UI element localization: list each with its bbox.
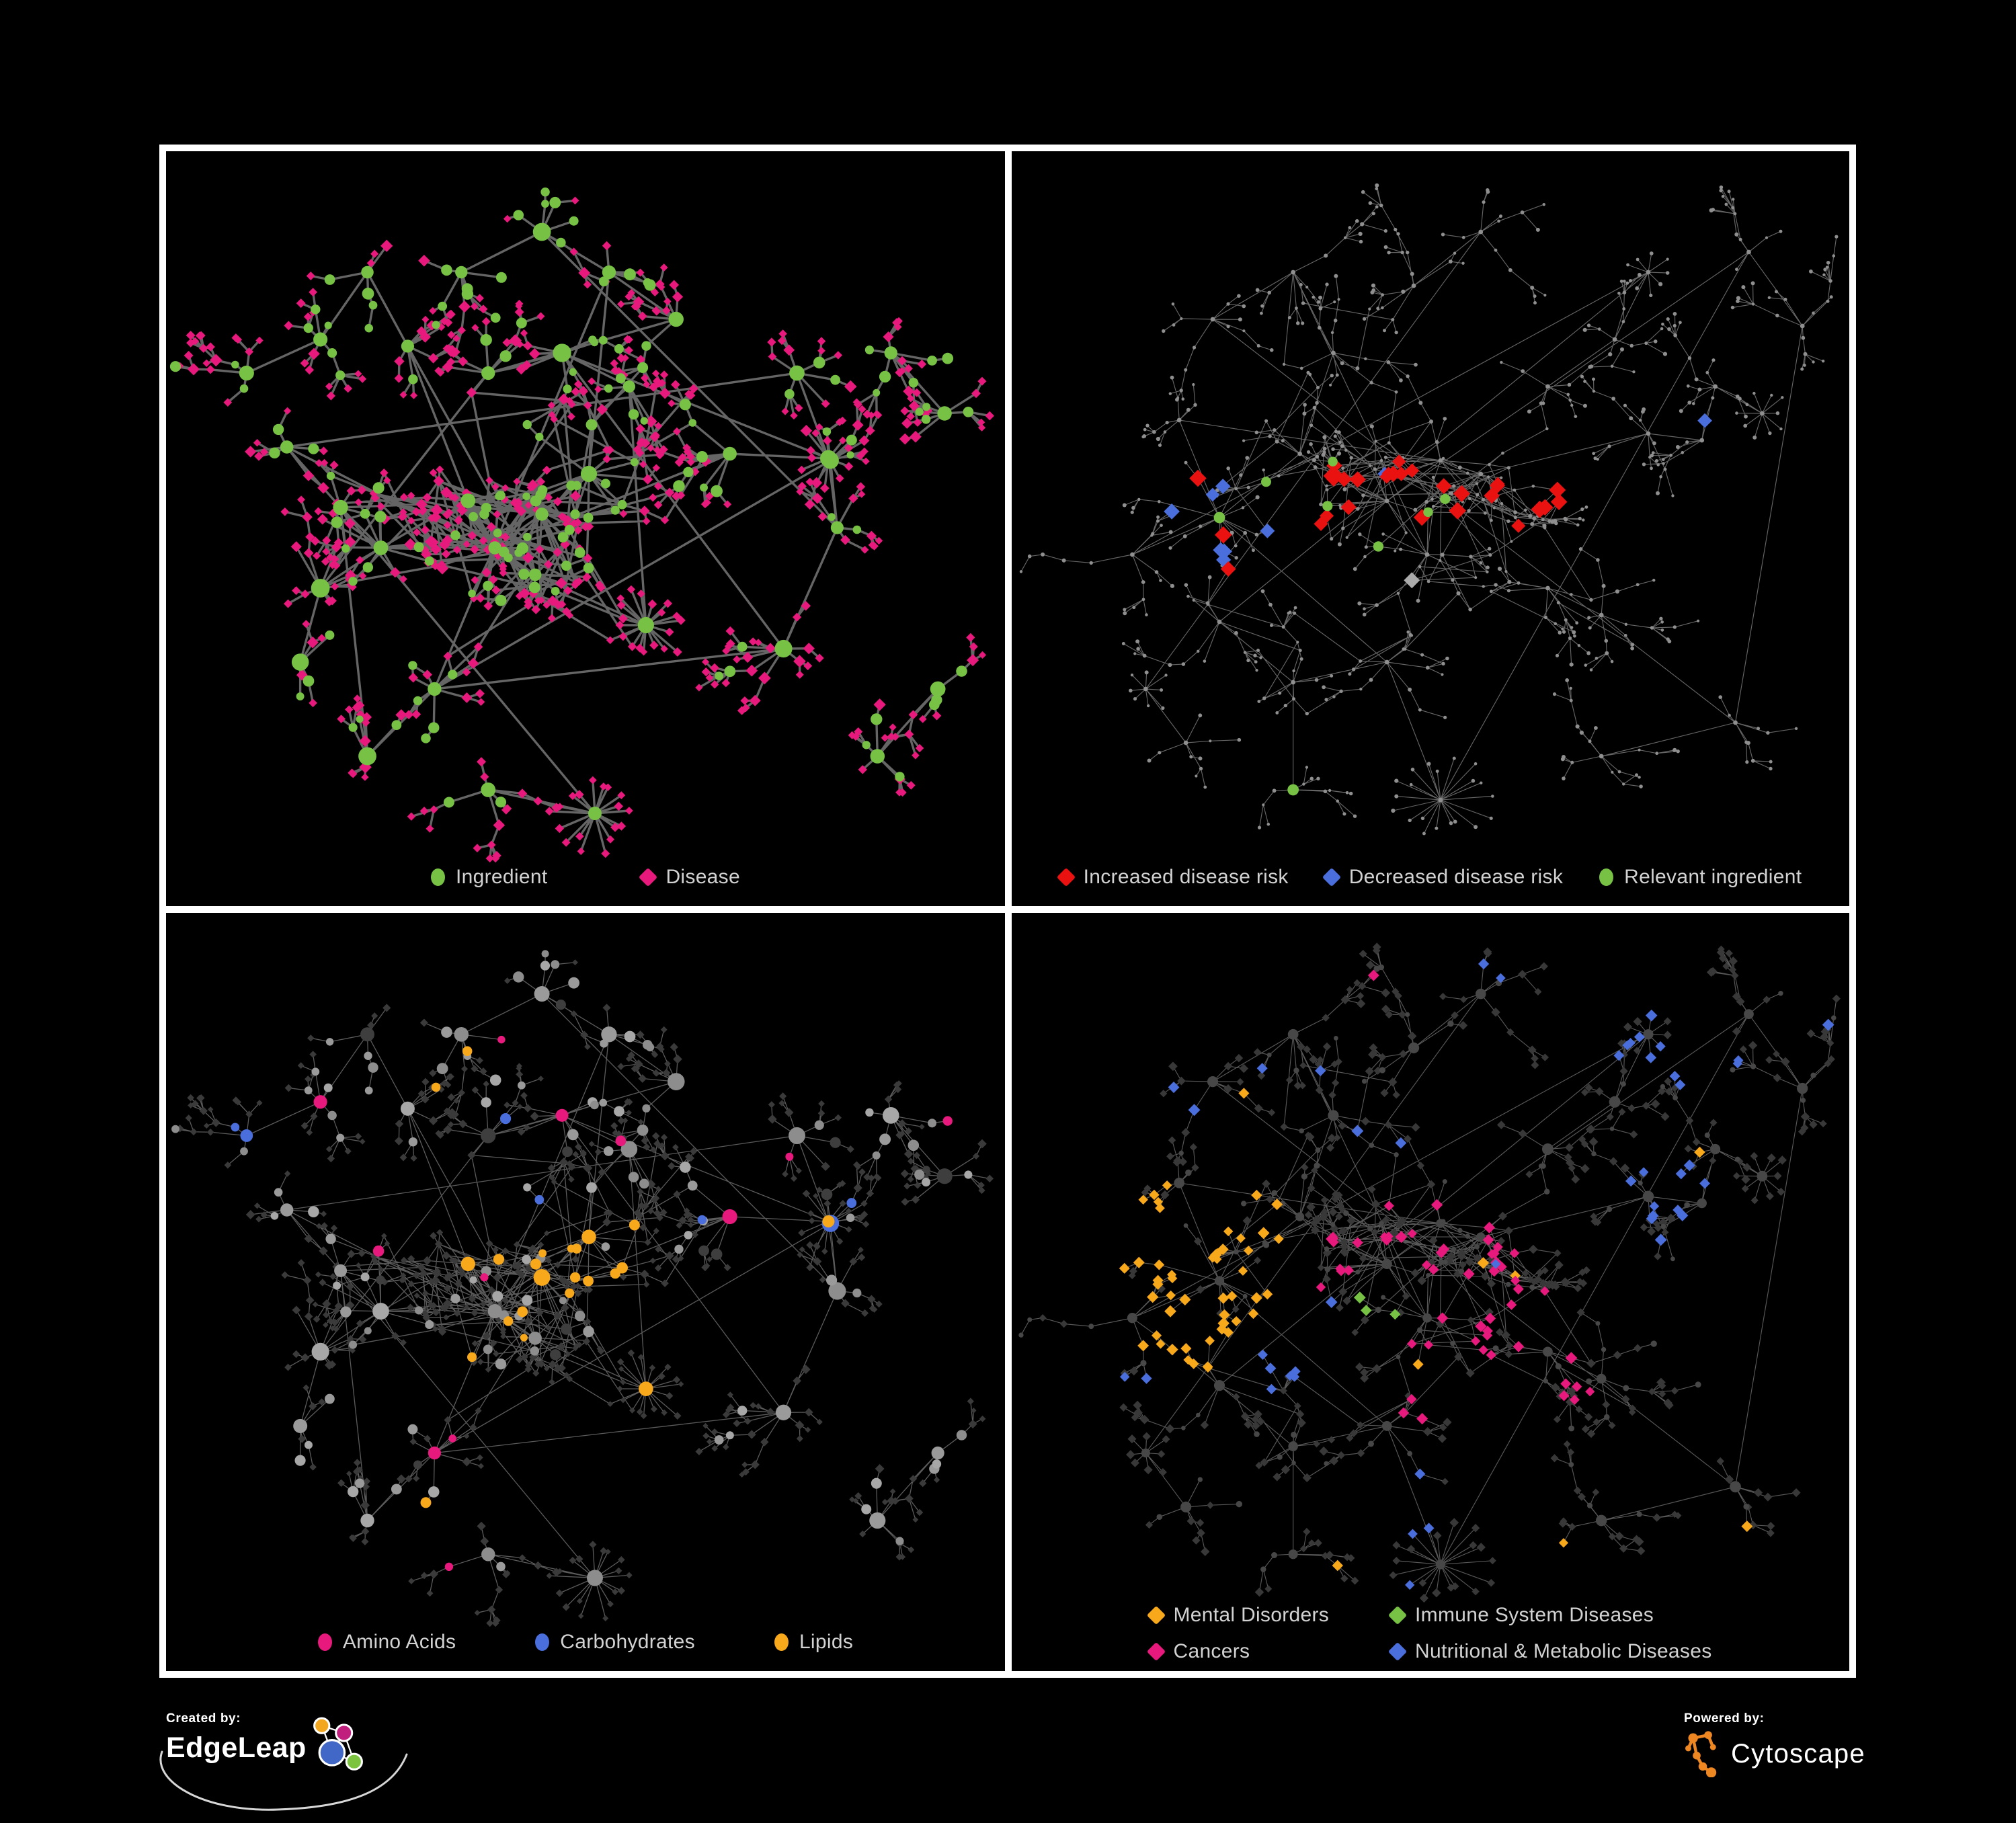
ingredient-disease-legend: Ingredient Disease <box>166 866 1005 889</box>
legend-item-relevant-ingredient: Relevant ingredient <box>1599 866 1802 889</box>
legend-item-amino-acids: Amino Acids <box>317 1631 456 1654</box>
panel-ingredient-disease: Ingredient Disease <box>166 151 1005 906</box>
legend-item-cancers: Cancers <box>1146 1640 1330 1663</box>
ingredient-disease-network-graph <box>169 187 995 863</box>
legend-item-ingredient: Ingredient <box>431 866 547 889</box>
circle-marker-icon <box>774 1633 789 1651</box>
disease-class-network-graph <box>1018 942 1841 1603</box>
circle-marker-icon <box>535 1633 550 1651</box>
nutrient-class-legend: Amino Acids Carbohydrates Lipids <box>166 1631 1005 1654</box>
legend-item-decreased-disease-risk: Decreased disease risk <box>1322 866 1564 889</box>
legend-item-increased-disease-risk: Increased disease risk <box>1056 866 1289 889</box>
cytoscape-logo-text: Cytoscape <box>1731 1738 1865 1769</box>
diamond-marker-icon <box>1387 1642 1408 1662</box>
panel-grid: Ingredient Disease Increased disease risk… <box>159 145 1856 1678</box>
diamond-marker-icon <box>1146 1605 1166 1625</box>
legend-item-disease: Disease <box>639 866 740 889</box>
footer: Created by: EdgeLeap <box>0 1678 2016 1820</box>
legend-item-lipids: Lipids <box>774 1631 853 1654</box>
legend-label: Immune System Diseases <box>1415 1604 1654 1626</box>
circle-marker-icon <box>1599 868 1614 886</box>
cytoscape-logo-icon <box>1685 1731 1717 1777</box>
panel-nutrient-classes: Amino Acids Carbohydrates Lipids <box>166 913 1005 1671</box>
panel-disease-classes: Mental Disorders Immune System Diseases Ca… <box>1012 913 1849 1671</box>
legend-label: Disease <box>666 866 740 888</box>
edgeleap-brand-row: EdgeLeap <box>166 1717 489 1783</box>
disease-risk-legend: Increased disease risk Decreased disease … <box>1012 866 1849 889</box>
legend-label: Carbohydrates <box>560 1631 695 1653</box>
cytoscape-brand-row: Cytoscape <box>1684 1730 1865 1777</box>
created-by-label: Created by: <box>166 1711 241 1726</box>
disease-risk-network-graph <box>1019 183 1839 836</box>
legend-label: Nutritional & Metabolic Diseases <box>1415 1640 1712 1662</box>
legend-label: Lipids <box>799 1631 854 1653</box>
diamond-marker-icon <box>639 867 658 887</box>
legend-label: Decreased disease risk <box>1348 866 1564 888</box>
panel-disease-risk: Increased disease risk Decreased disease … <box>1012 151 1849 906</box>
disease-class-legend: Mental Disorders Immune System Diseases Ca… <box>1012 1604 1849 1663</box>
circle-marker-icon <box>431 868 446 886</box>
diamond-marker-icon <box>1146 1642 1166 1662</box>
diamond-marker-icon <box>1322 867 1341 887</box>
nutrient-class-network-graph <box>171 950 994 1627</box>
powered-by-label: Powered by: <box>1684 1711 1765 1726</box>
diamond-marker-icon <box>1056 867 1076 887</box>
edgeleap-credit: Created by: EdgeLeap <box>159 1711 489 1811</box>
legend-item-immune-system-diseases: Immune System Diseases <box>1387 1604 1711 1627</box>
legend-item-mental-disorders: Mental Disorders <box>1146 1604 1330 1627</box>
diamond-marker-icon <box>1387 1605 1408 1625</box>
legend-label: Mental Disorders <box>1173 1604 1330 1626</box>
legend-label: Cancers <box>1173 1640 1250 1662</box>
legend-label: Increased disease risk <box>1083 866 1289 888</box>
legend-label: Ingredient <box>456 866 548 888</box>
legend-item-nutritional-metabolic-diseases: Nutritional & Metabolic Diseases <box>1387 1640 1712 1663</box>
circle-marker-icon <box>317 1633 332 1651</box>
edgeleap-logo-icon <box>313 1717 363 1771</box>
legend-item-carbohydrates: Carbohydrates <box>535 1631 695 1654</box>
legend-label: Amino Acids <box>342 1631 456 1653</box>
edgeleap-logo-text: EdgeLeap <box>166 1732 307 1764</box>
legend-label: Relevant ingredient <box>1624 866 1802 888</box>
cytoscape-credit: Powered by: <box>1684 1711 1865 1777</box>
